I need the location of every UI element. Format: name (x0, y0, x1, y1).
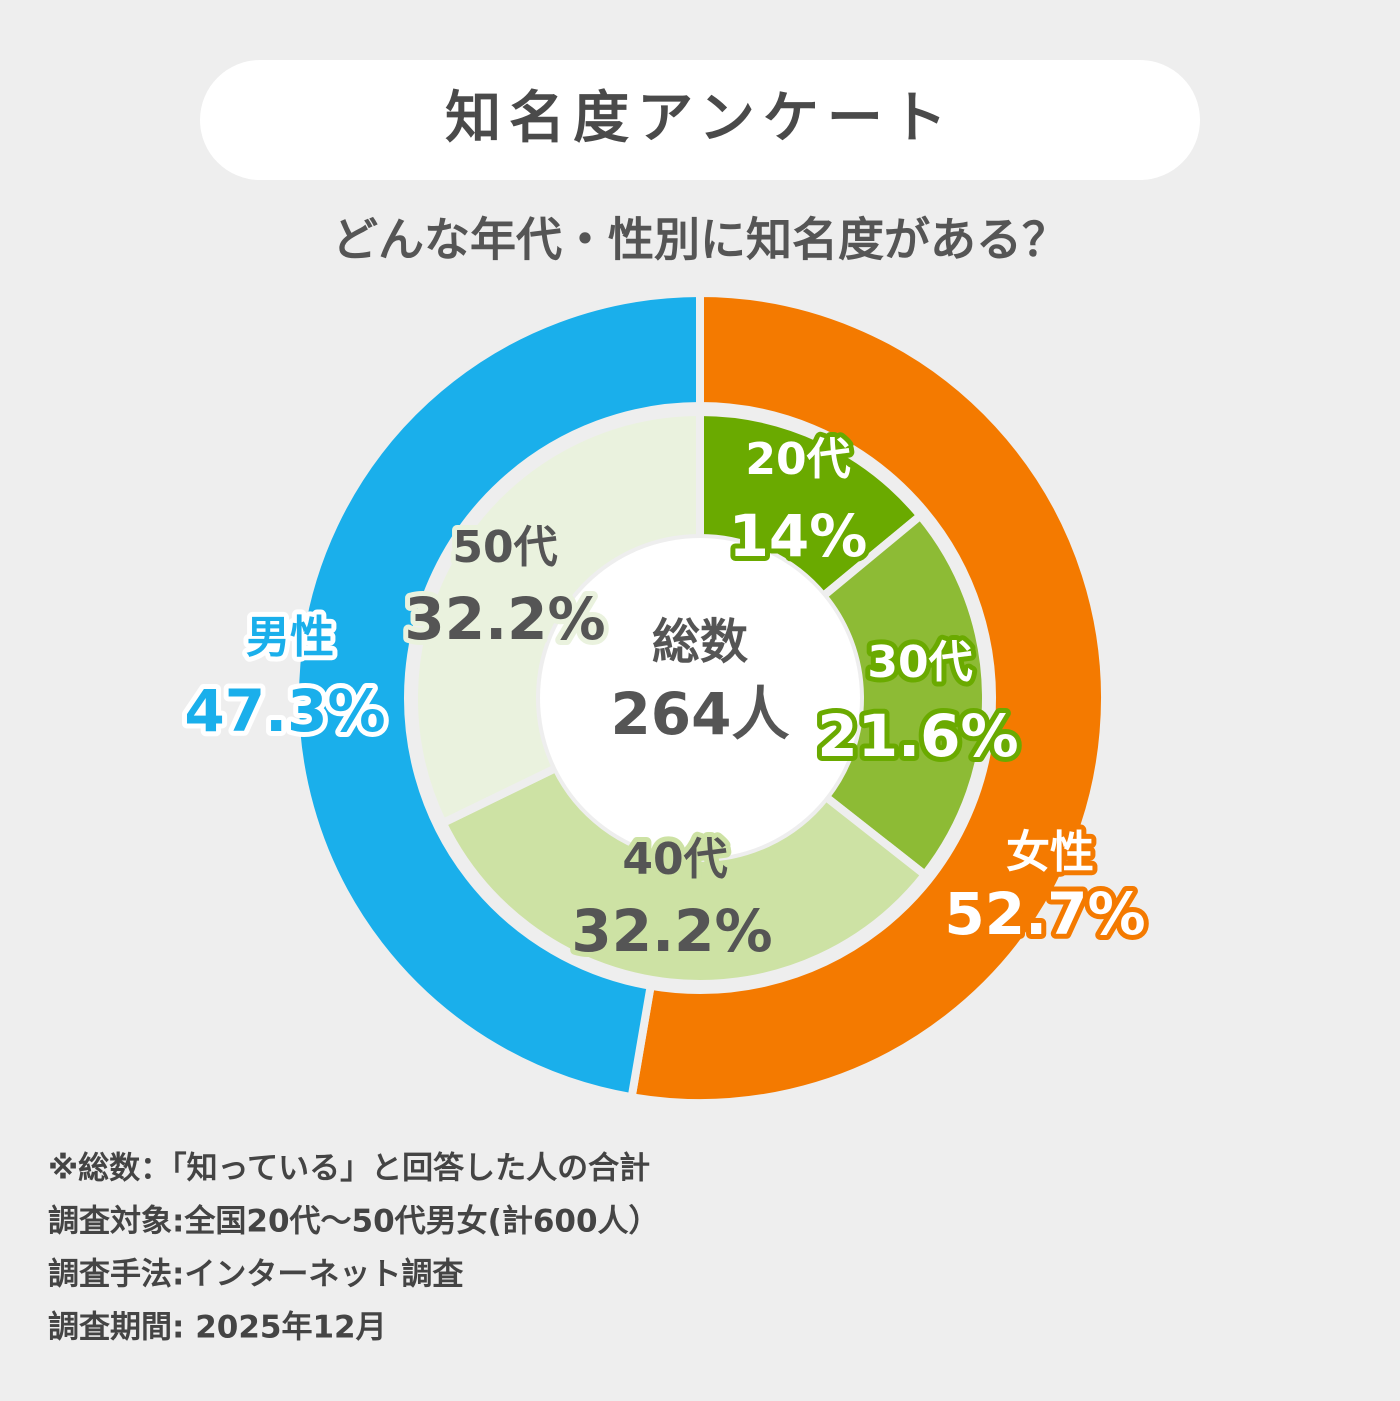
center-label: 総数 (652, 614, 748, 670)
segment-label: 20代 (745, 434, 850, 485)
donut (290, 288, 1109, 1107)
segment-label: 女性 (1006, 827, 1094, 878)
footnote: 調査対象:全国20代～50代男女(計600人） (48, 1204, 660, 1240)
center-hole (540, 538, 860, 858)
footnote: 調査期間: 2025年12月 (48, 1310, 387, 1346)
donut-segment (627, 288, 1109, 1107)
segment-label: 男性 (246, 612, 334, 663)
donut-segment (290, 288, 704, 1102)
segment-value-label: 32.2% (571, 897, 772, 965)
segment-label: 50代 (452, 522, 557, 573)
title-pill (200, 60, 1200, 180)
footnote: ※総数：「知っている」と回答した人の合計 (48, 1151, 650, 1187)
center-total: 264人 (610, 680, 789, 748)
segment-value-label: 52.7% (944, 880, 1145, 948)
segment-label: 30代 (867, 637, 972, 688)
segment-value-label: 47.3% (184, 677, 385, 745)
segment-value-label: 32.2% (404, 585, 605, 653)
chart-title: 知名度アンケート (445, 86, 955, 151)
footnote: 調査手法:インターネット調査 (48, 1257, 463, 1293)
segment-label: 40代 (622, 834, 727, 885)
chart-subtitle: どんな年代・性別に知名度がある？ (332, 213, 1068, 267)
segment-value-label: 14% (729, 502, 868, 570)
segment-value-label: 21.6% (817, 702, 1018, 770)
